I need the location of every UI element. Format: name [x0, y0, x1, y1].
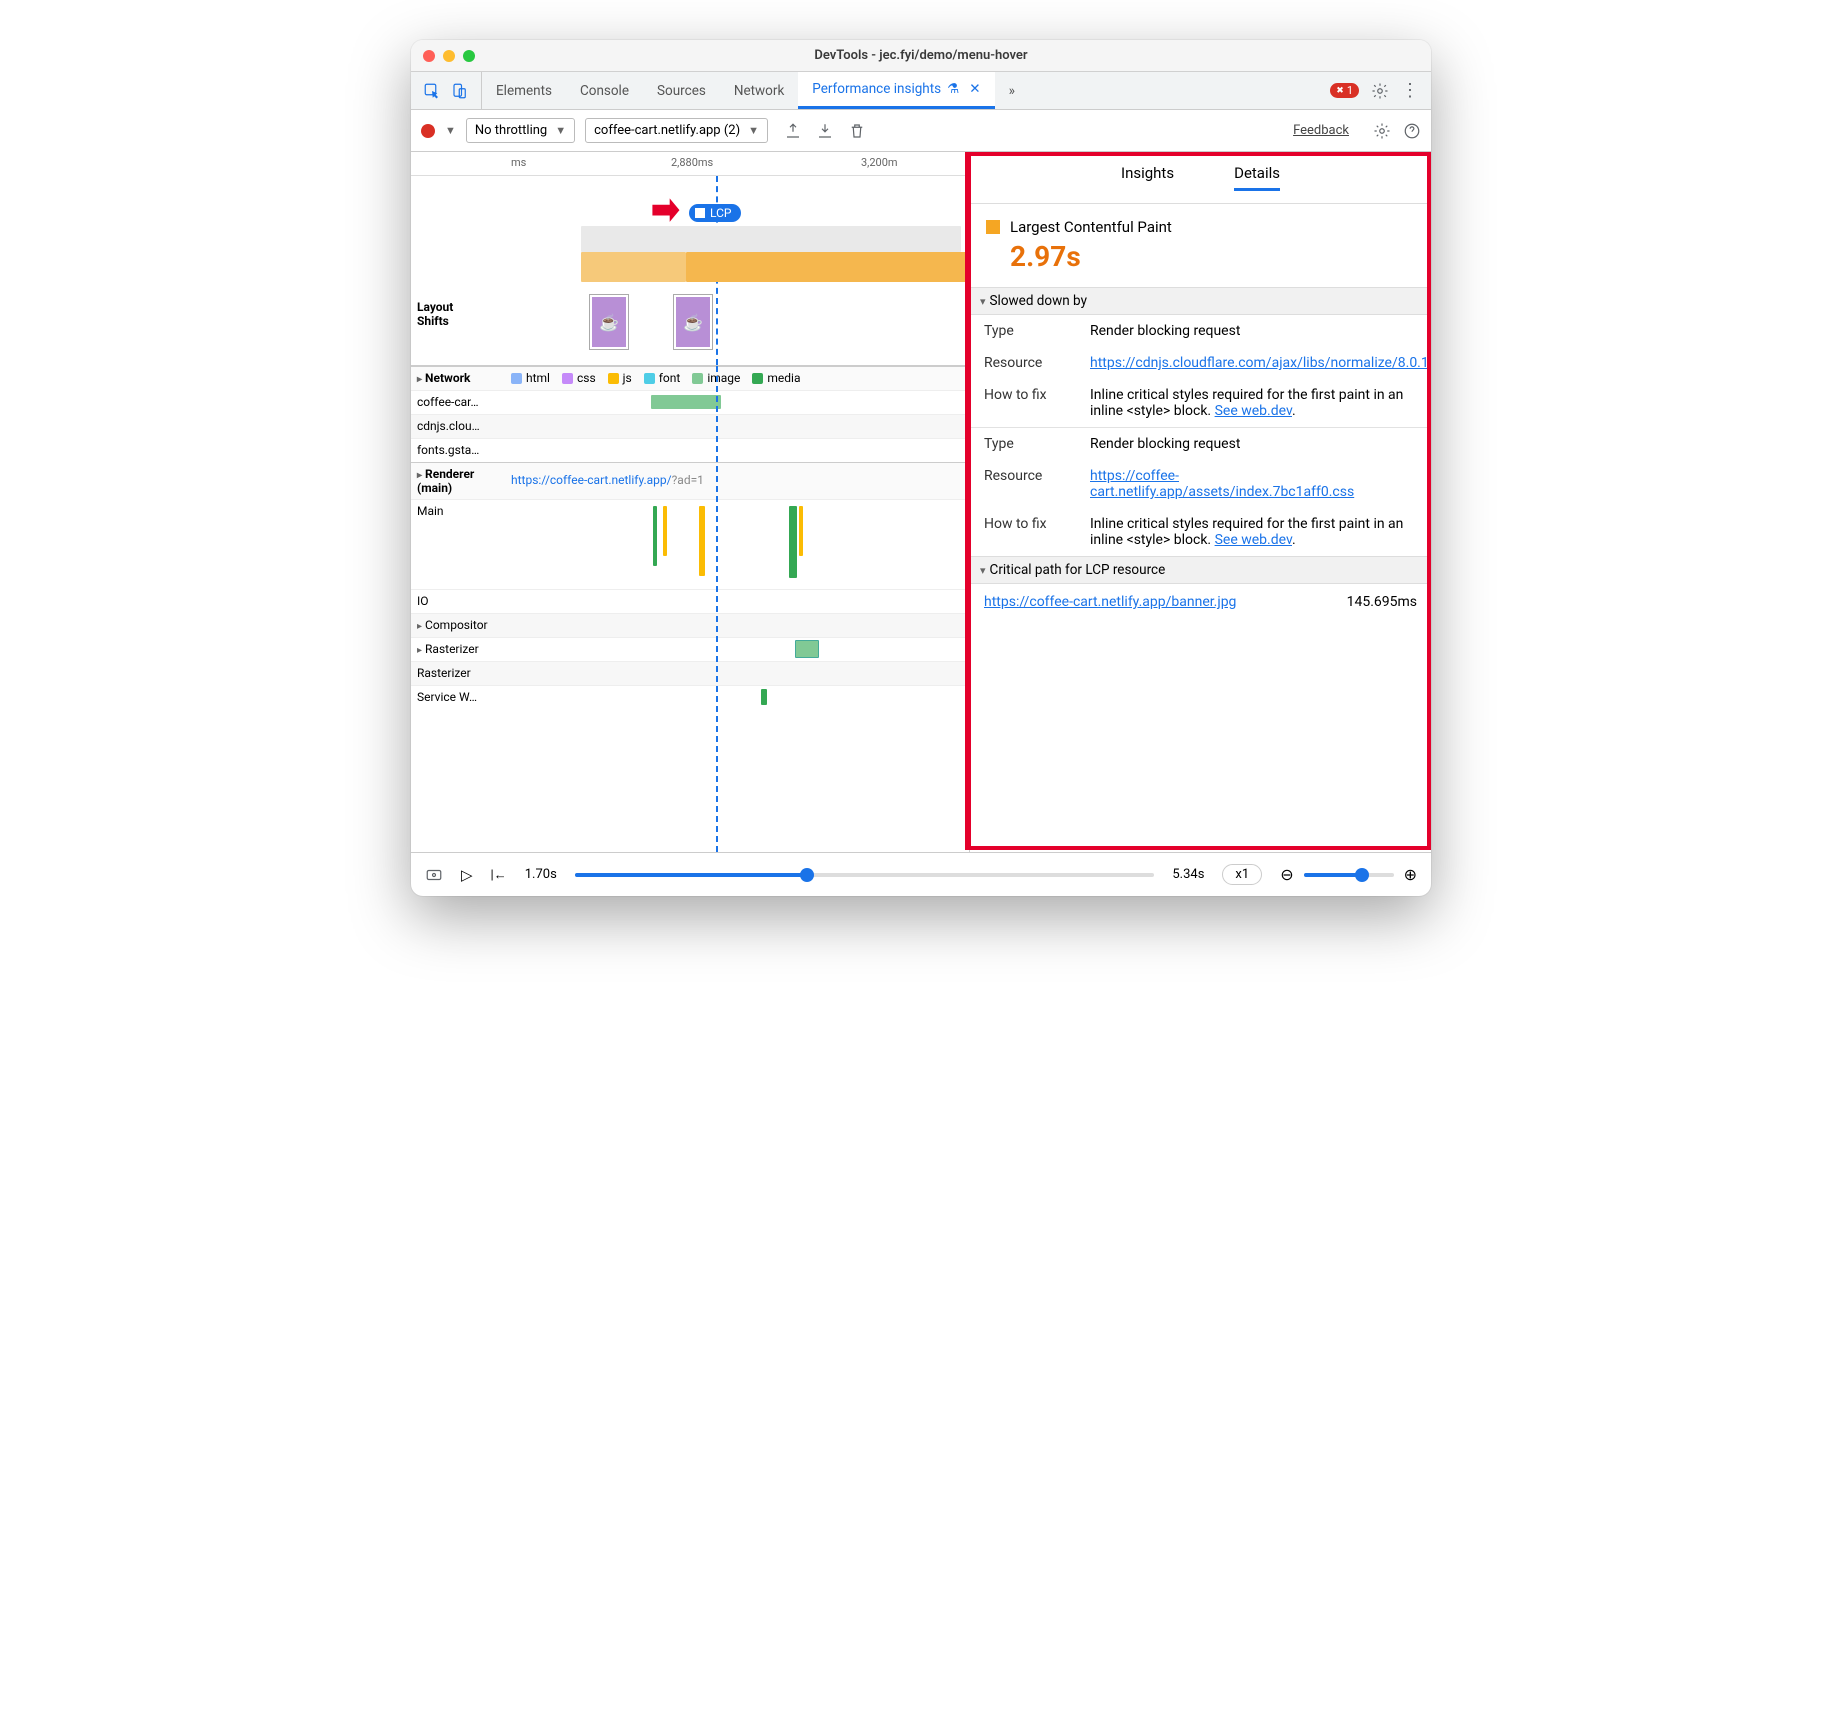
webdev-link[interactable]: See web.dev: [1215, 403, 1292, 419]
record-button[interactable]: [421, 124, 435, 138]
resource-link[interactable]: https://cdnjs.cloudflare.com/ajax/libs/n…: [1090, 355, 1431, 371]
details-tab[interactable]: Details: [1234, 164, 1280, 191]
zoom-out-icon[interactable]: ⊖: [1280, 865, 1293, 884]
overview-bar: [581, 252, 686, 282]
playback-bar: ▷ |← 1.70s 5.34s x1 ⊖ ⊕: [411, 852, 1431, 896]
network-row[interactable]: cdnjs.clou…: [411, 414, 969, 438]
play-button[interactable]: ▷: [461, 866, 473, 884]
thread-row[interactable]: Service W…: [411, 685, 969, 709]
thread-row[interactable]: IO: [411, 589, 969, 613]
renderer-section-header[interactable]: Renderer (main) https://coffee-cart.netl…: [411, 462, 969, 499]
beaker-icon: ⚗: [947, 81, 959, 97]
window-title: DevTools - jec.fyi/demo/menu-hover: [411, 48, 1431, 63]
panel-settings-icon[interactable]: [1373, 122, 1391, 140]
export-icon[interactable]: [784, 122, 802, 140]
zoom-controls: ⊖ ⊕: [1280, 865, 1417, 884]
zoom-in-icon[interactable]: ⊕: [1404, 865, 1417, 884]
ruler-tick: 2,880ms: [671, 156, 713, 169]
network-section-header[interactable]: Network html css js font image media: [411, 366, 969, 390]
thread-row[interactable]: Compositor: [411, 613, 969, 637]
layout-shift-thumb[interactable]: ☕: [589, 294, 629, 350]
playback-speed[interactable]: x1: [1222, 864, 1262, 885]
network-legend: html css js font image media: [511, 367, 969, 389]
import-icon[interactable]: [816, 122, 834, 140]
lcp-summary: Largest Contentful Paint 2.97s: [970, 204, 1431, 287]
kebab-menu-icon[interactable]: ⋮: [1401, 80, 1419, 101]
inspect-icon[interactable]: [423, 82, 441, 100]
overview-bar: [581, 226, 961, 252]
critical-path-time: 145.695ms: [1347, 594, 1417, 610]
lcp-value: 2.97s: [1010, 240, 1415, 273]
insights-tab[interactable]: Insights: [1121, 164, 1174, 191]
resource-link[interactable]: https://coffee-cart.netlify.app/assets/i…: [1090, 468, 1354, 500]
current-time-line: [716, 366, 718, 852]
critical-path-row: https://coffee-cart.netlify.app/banner.j…: [970, 584, 1431, 620]
overview-bar: [686, 252, 966, 282]
thread-row[interactable]: Rasterizer: [411, 637, 969, 661]
renderer-url[interactable]: https://coffee-cart.netlify.app/: [511, 473, 672, 487]
device-toggle-icon[interactable]: [451, 82, 469, 100]
playback-slider[interactable]: [575, 873, 1155, 877]
slowed-down-section-header[interactable]: Slowed down by: [970, 287, 1431, 315]
layout-shifts-label: Layout Shifts: [411, 296, 511, 332]
zoom-slider[interactable]: [1304, 873, 1394, 877]
tab-console[interactable]: Console: [566, 72, 643, 109]
layout-shift-thumb[interactable]: ☕: [673, 294, 713, 350]
rewind-button[interactable]: |←: [491, 867, 507, 883]
tab-network[interactable]: Network: [720, 72, 798, 109]
tab-close-icon[interactable]: ✕: [969, 81, 980, 97]
main-area: ms 2,880ms 3,200m ➡ LCP Layout Shifts ☕ …: [411, 152, 1431, 852]
devtools-window: DevTools - jec.fyi/demo/menu-hover Eleme…: [411, 40, 1431, 896]
titlebar: DevTools - jec.fyi/demo/menu-hover: [411, 40, 1431, 72]
throttling-select[interactable]: No throttling▼: [466, 118, 575, 143]
settings-icon[interactable]: [1371, 82, 1389, 100]
devtools-tabbar: Elements Console Sources Network Perform…: [411, 72, 1431, 110]
error-count-badge[interactable]: 1: [1330, 83, 1359, 98]
ruler-tick: 3,200m: [861, 156, 898, 169]
preview-toggle-icon[interactable]: [425, 866, 443, 884]
critical-path-section-header[interactable]: Critical path for LCP resource: [970, 556, 1431, 584]
details-pane: Insights Details Largest Contentful Pain…: [969, 152, 1431, 852]
webdev-link[interactable]: See web.dev: [1215, 532, 1292, 548]
recording-select[interactable]: coffee-cart.netlify.app (2)▼: [585, 118, 768, 143]
ruler-tick: ms: [511, 156, 526, 169]
lcp-marker-icon: [695, 208, 705, 218]
playback-end-time: 5.34s: [1172, 867, 1204, 882]
tab-performance-insights[interactable]: Performance insights ⚗ ✕: [798, 72, 994, 109]
timeline-pane: ms 2,880ms 3,200m ➡ LCP Layout Shifts ☕ …: [411, 152, 969, 852]
lcp-title-text: Largest Contentful Paint: [1010, 218, 1172, 236]
slowed-type-value: Render blocking request: [1090, 323, 1417, 339]
help-icon[interactable]: [1403, 122, 1421, 140]
details-tabs: Insights Details: [970, 152, 1431, 204]
performance-toolbar: ▼ No throttling▼ coffee-cart.netlify.app…: [411, 110, 1431, 152]
feedback-link[interactable]: Feedback: [1293, 123, 1349, 138]
slowed-type-value: Render blocking request: [1090, 436, 1417, 452]
tab-elements[interactable]: Elements: [482, 72, 566, 109]
main-thread-row[interactable]: Main: [411, 499, 969, 589]
timeline-ruler: ms 2,880ms 3,200m: [411, 152, 969, 176]
lcp-badge[interactable]: LCP: [689, 204, 741, 222]
tab-sources[interactable]: Sources: [643, 72, 720, 109]
more-tabs-button[interactable]: »: [995, 72, 1029, 109]
critical-path-url[interactable]: https://coffee-cart.netlify.app/banner.j…: [984, 594, 1236, 610]
lcp-marker-icon: [986, 220, 1000, 234]
record-menu-chevron-icon[interactable]: ▼: [445, 124, 456, 137]
playback-start-time: 1.70s: [525, 867, 557, 882]
delete-icon[interactable]: [848, 122, 866, 140]
network-row[interactable]: fonts.gsta…: [411, 438, 969, 462]
thread-row[interactable]: Rasterizer: [411, 661, 969, 685]
network-row[interactable]: coffee-car…: [411, 390, 969, 414]
